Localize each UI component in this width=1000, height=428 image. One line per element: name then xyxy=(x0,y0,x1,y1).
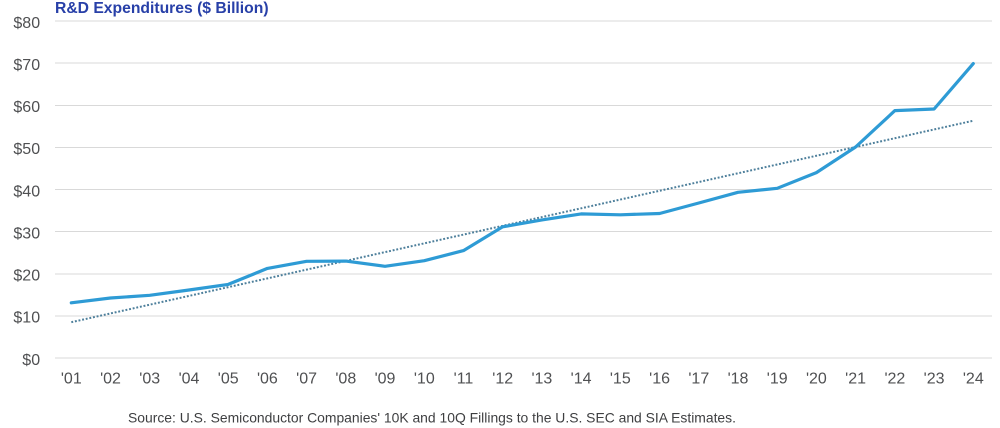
svg-text:'06: '06 xyxy=(257,371,278,388)
svg-text:'02: '02 xyxy=(100,371,121,388)
svg-text:'23: '23 xyxy=(924,371,945,388)
svg-text:'19: '19 xyxy=(767,371,788,388)
svg-text:'15: '15 xyxy=(610,371,631,388)
svg-text:'14: '14 xyxy=(571,371,592,388)
svg-text:'18: '18 xyxy=(728,371,749,388)
svg-text:'08: '08 xyxy=(335,371,356,388)
svg-text:'03: '03 xyxy=(139,371,160,388)
svg-text:$30: $30 xyxy=(13,225,40,242)
svg-text:'16: '16 xyxy=(649,371,670,388)
svg-text:$20: $20 xyxy=(13,268,40,285)
svg-text:$60: $60 xyxy=(13,99,40,116)
svg-text:'12: '12 xyxy=(492,371,513,388)
svg-text:'07: '07 xyxy=(296,371,317,388)
svg-text:'04: '04 xyxy=(179,371,200,388)
svg-text:$50: $50 xyxy=(13,141,40,158)
svg-text:'05: '05 xyxy=(218,371,239,388)
svg-text:$40: $40 xyxy=(13,183,40,200)
svg-text:'20: '20 xyxy=(806,371,827,388)
svg-text:$10: $10 xyxy=(13,310,40,327)
svg-text:'11: '11 xyxy=(454,371,474,388)
svg-text:'17: '17 xyxy=(688,371,709,388)
svg-text:$70: $70 xyxy=(13,57,40,74)
svg-text:Source: U.S. Semiconductor Com: Source: U.S. Semiconductor Companies' 10… xyxy=(128,410,736,426)
svg-text:$80: $80 xyxy=(13,15,40,32)
svg-text:'22: '22 xyxy=(884,371,905,388)
svg-text:$0: $0 xyxy=(22,352,40,369)
svg-text:'01: '01 xyxy=(61,371,82,388)
svg-text:'09: '09 xyxy=(375,371,396,388)
svg-text:'21: '21 xyxy=(845,371,866,388)
svg-text:'24: '24 xyxy=(963,371,984,388)
svg-text:'10: '10 xyxy=(414,371,435,388)
svg-text:R&D Expenditures ($ Billion): R&D Expenditures ($ Billion) xyxy=(55,0,269,17)
svg-text:'13: '13 xyxy=(531,371,552,388)
